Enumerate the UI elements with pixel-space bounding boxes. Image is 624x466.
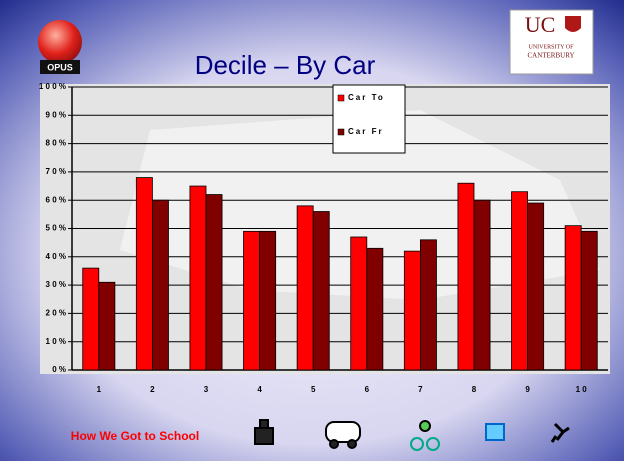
legend-label: Car Fr	[348, 127, 384, 136]
bar	[243, 230, 261, 371]
y-tick-label: 3 0 %	[46, 280, 66, 289]
x-tick-label: 4	[257, 385, 262, 394]
bar	[473, 199, 491, 371]
footer-icons	[254, 419, 570, 451]
y-tick-label: 8 0 %	[46, 139, 66, 148]
bar	[296, 205, 314, 371]
uc-logo: UC UNIVERSITY OF CANTERBURY	[509, 9, 594, 75]
bar	[403, 250, 421, 371]
bar	[189, 185, 207, 371]
bar	[419, 239, 437, 371]
opus-text: OPUS	[47, 62, 73, 72]
bar	[580, 230, 598, 371]
y-tick-label: 0 %	[52, 365, 66, 374]
x-tick-label: 8	[472, 385, 477, 394]
x-tick-label: 6	[365, 385, 370, 394]
bar	[564, 225, 582, 371]
bar	[205, 194, 223, 371]
y-tick-label: 1 0 %	[46, 337, 66, 346]
y-tick-label: 6 0 %	[46, 195, 66, 204]
bar	[151, 199, 169, 371]
legend-swatch	[337, 128, 345, 136]
y-tick-label: 1 0 0 %	[39, 82, 66, 91]
uc-line2: CANTERBURY	[527, 52, 574, 60]
x-tick-label: 5	[311, 385, 316, 394]
bar	[259, 230, 277, 371]
x-tick-label: 1	[97, 385, 102, 394]
uc-line1: UNIVERSITY OF	[529, 44, 575, 50]
bar	[82, 267, 100, 371]
y-tick-label: 2 0 %	[46, 309, 66, 318]
opus-logo: OPUS	[38, 20, 82, 74]
x-tick-label: 7	[418, 385, 423, 394]
x-tick-label: 9	[525, 385, 530, 394]
chart-title: Decile – By Car	[195, 50, 376, 80]
bar	[366, 247, 384, 371]
y-tick-label: 4 0 %	[46, 252, 66, 261]
bar	[312, 211, 330, 371]
bar	[350, 236, 368, 371]
bar	[135, 177, 153, 371]
legend-label: Car To	[348, 93, 385, 102]
bar	[457, 182, 475, 371]
x-tick-label: 1 0	[576, 385, 588, 394]
y-tick-label: 5 0 %	[46, 224, 66, 233]
legend-swatch	[337, 94, 345, 102]
uc-mark: UC	[525, 12, 556, 37]
legend-box	[332, 84, 406, 154]
bar	[98, 281, 116, 371]
y-tick-label: 9 0 %	[46, 110, 66, 119]
x-tick-label: 2	[150, 385, 155, 394]
bar	[527, 202, 545, 371]
x-tick-label: 3	[204, 385, 209, 394]
y-tick-label: 7 0 %	[46, 167, 66, 176]
bar	[511, 191, 528, 371]
footer-text: How We Got to School	[71, 429, 199, 443]
